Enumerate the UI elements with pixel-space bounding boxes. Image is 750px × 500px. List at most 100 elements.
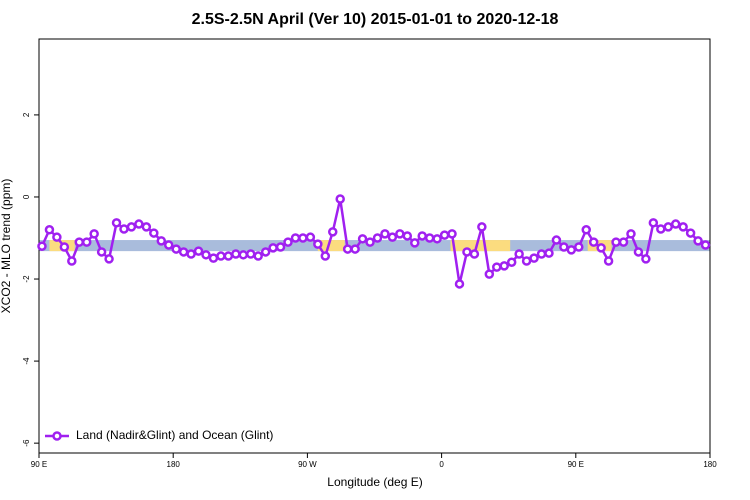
point: [290, 233, 301, 243]
point: [574, 242, 584, 252]
point: [298, 233, 308, 243]
band: [450, 240, 511, 252]
point: [208, 253, 219, 263]
point: [126, 222, 137, 232]
point: [313, 239, 323, 249]
point: [149, 228, 159, 238]
y-tick-label: 2: [22, 112, 31, 117]
point: [678, 222, 688, 232]
point: [245, 249, 256, 259]
point: [141, 222, 152, 232]
point: [402, 231, 413, 241]
point: [596, 243, 606, 253]
point: [119, 224, 129, 234]
point: [223, 251, 234, 261]
point: [551, 235, 562, 245]
point: [439, 230, 450, 240]
band: [39, 240, 710, 252]
y-axis-label: XCO2 - MLO trend (ppm): [0, 179, 13, 314]
point: [238, 250, 249, 260]
point: [111, 218, 122, 228]
point: [536, 249, 547, 259]
point: [52, 232, 62, 242]
point: [432, 234, 442, 244]
point: [477, 222, 487, 232]
point: [134, 219, 144, 229]
point: [648, 218, 659, 228]
x-axis-label: Longitude (deg E): [327, 475, 422, 489]
point: [171, 244, 181, 254]
point: [327, 227, 338, 237]
point: [201, 250, 211, 260]
point: [380, 229, 390, 239]
point: [253, 251, 263, 261]
point: [365, 237, 375, 247]
point: [529, 253, 539, 263]
point: [566, 245, 577, 255]
point: [484, 269, 495, 279]
point: [499, 261, 509, 271]
point: [342, 244, 353, 254]
point: [335, 194, 345, 204]
point: [447, 229, 457, 239]
point: [514, 249, 524, 259]
point: [89, 229, 99, 239]
point: [193, 246, 204, 256]
point: [700, 240, 711, 250]
point: [44, 225, 55, 235]
x-tick-label: 180: [703, 460, 717, 469]
point: [216, 251, 226, 261]
point: [186, 249, 196, 259]
x-tick-label: 180: [167, 460, 181, 469]
point: [372, 233, 383, 243]
point: [641, 254, 651, 264]
point: [305, 232, 316, 242]
point: [588, 237, 599, 247]
point: [320, 251, 331, 261]
point: [462, 247, 472, 257]
point: [603, 256, 614, 266]
point: [178, 247, 189, 257]
y-tick-label: -4: [22, 357, 31, 365]
y-tick-label: -2: [22, 275, 31, 283]
point: [96, 247, 107, 257]
point: [521, 256, 532, 266]
x-tick-label: 90 E: [31, 460, 47, 469]
point: [581, 225, 591, 235]
point: [410, 238, 420, 248]
point: [454, 279, 465, 289]
point: [656, 224, 666, 234]
point: [693, 236, 703, 246]
point: [618, 237, 629, 247]
y-tick-label: -6: [22, 439, 31, 447]
point: [81, 237, 92, 247]
point: [156, 236, 167, 246]
point: [685, 228, 696, 238]
point: [395, 229, 405, 239]
point: [74, 237, 85, 247]
x-tick-label: 90 W: [298, 460, 317, 469]
legend-label: Land (Nadir&Glint) and Ocean (Glint): [76, 428, 273, 442]
point: [268, 243, 278, 253]
point: [275, 242, 286, 252]
point: [350, 244, 360, 254]
point: [544, 248, 554, 258]
point: [260, 247, 271, 257]
point: [59, 242, 70, 252]
point: [633, 247, 644, 257]
y-tick-label: 0: [22, 194, 31, 199]
point: [559, 242, 569, 252]
chart-title: 2.5S-2.5N April (Ver 10) 2015-01-01 to 2…: [192, 11, 559, 28]
legend-marker: [52, 431, 62, 441]
point: [506, 257, 517, 267]
point: [611, 237, 621, 247]
x-tick-label: 0: [439, 460, 444, 469]
point: [37, 241, 47, 251]
point: [424, 233, 435, 243]
point: [492, 262, 502, 272]
point: [104, 254, 114, 264]
point: [357, 234, 368, 244]
point: [663, 222, 673, 232]
point: [670, 219, 681, 229]
